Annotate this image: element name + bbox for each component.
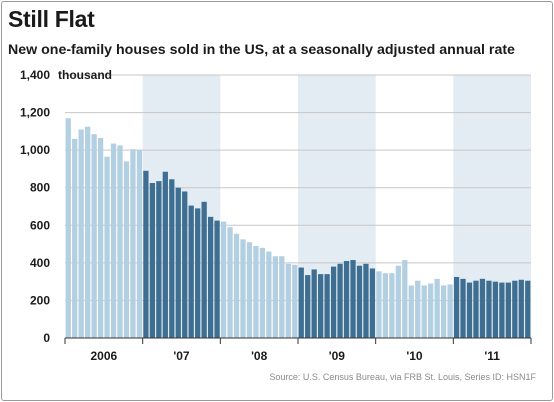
bar	[337, 263, 343, 338]
bar	[143, 170, 149, 338]
bar	[440, 285, 447, 338]
bar	[214, 220, 220, 338]
bar	[376, 271, 382, 338]
bar	[233, 233, 240, 338]
bar	[285, 263, 291, 338]
bar	[343, 260, 350, 338]
year-band	[142, 75, 221, 338]
bar	[473, 280, 479, 338]
y-tick-label: 1,400	[20, 68, 50, 82]
bar	[369, 268, 376, 338]
bar	[499, 282, 505, 338]
bar	[253, 245, 259, 338]
bar	[466, 282, 473, 338]
y-tick-label: 400	[30, 256, 50, 270]
x-tick-label: '10	[406, 349, 423, 363]
chart-subtitle: New one-family houses sold in the US, at…	[8, 42, 515, 58]
bars	[65, 118, 531, 339]
bar	[395, 265, 401, 338]
bar	[479, 278, 486, 338]
bar	[492, 281, 499, 338]
bar	[421, 285, 427, 338]
bar	[259, 247, 266, 338]
bar	[117, 145, 123, 338]
x-tick-label: '11	[484, 349, 500, 363]
y-tick-label: 800	[30, 181, 50, 195]
bar	[182, 191, 188, 338]
bar	[78, 129, 84, 338]
y-tick-label: 1,200	[20, 106, 50, 120]
bar	[104, 156, 110, 338]
y-tick-label: 0	[43, 331, 50, 345]
bar	[175, 187, 181, 338]
bar	[266, 251, 272, 338]
y-tick-label: 1,000	[20, 143, 50, 157]
year-band	[453, 75, 531, 338]
bar	[195, 208, 201, 338]
bar	[408, 285, 414, 338]
bar	[518, 279, 524, 338]
bar	[434, 278, 440, 338]
bar	[525, 280, 531, 338]
y-axis-label: thousand	[58, 68, 112, 82]
bar	[292, 264, 298, 338]
bar	[428, 283, 434, 338]
bar	[356, 265, 363, 338]
bar	[415, 280, 421, 338]
y-tick-label: 600	[30, 218, 50, 232]
bar	[201, 201, 207, 338]
bar	[382, 273, 389, 338]
x-tick-label: '09	[329, 349, 346, 363]
x-tick-label: '08	[251, 349, 268, 363]
bar	[156, 181, 162, 338]
bar	[65, 118, 71, 338]
bar	[188, 205, 194, 338]
bar	[130, 149, 136, 338]
bar	[298, 267, 304, 338]
bar	[512, 280, 518, 338]
bar	[227, 227, 233, 338]
bar	[279, 256, 285, 338]
bar	[305, 275, 311, 338]
y-tick-label: 200	[30, 293, 50, 307]
bar	[91, 134, 97, 338]
bar	[330, 266, 337, 338]
bar	[240, 239, 246, 338]
bar	[246, 242, 253, 338]
source-note: Source: U.S. Census Bureau, via FRB St. …	[269, 372, 536, 382]
bar	[207, 216, 214, 338]
chart-title: Still Flat	[8, 6, 95, 32]
bar	[311, 269, 317, 338]
bar	[402, 260, 408, 338]
bar	[324, 274, 330, 338]
bar	[350, 260, 356, 338]
bar	[460, 278, 466, 338]
bar	[72, 138, 78, 338]
bar	[272, 256, 278, 338]
year-band	[298, 75, 376, 338]
x-axis: 2006 '07 '08 '09 '10 '11	[64, 338, 532, 363]
bar	[389, 273, 395, 338]
gridlines	[65, 74, 531, 301]
bar	[453, 276, 460, 338]
bar	[486, 280, 492, 338]
bar	[447, 284, 453, 338]
bar	[318, 274, 324, 338]
bar	[85, 126, 91, 339]
bar	[110, 143, 117, 338]
x-tick-label: '07	[173, 349, 190, 363]
x-tick-label: 2006	[90, 349, 117, 363]
bar	[505, 282, 511, 338]
bar	[162, 171, 168, 338]
bar	[169, 179, 175, 338]
bar	[149, 183, 156, 338]
bar	[220, 221, 227, 338]
alternating-year-bands	[142, 75, 531, 338]
bar	[136, 150, 143, 338]
bar	[363, 263, 369, 338]
bar	[97, 137, 104, 338]
bar	[123, 161, 130, 338]
